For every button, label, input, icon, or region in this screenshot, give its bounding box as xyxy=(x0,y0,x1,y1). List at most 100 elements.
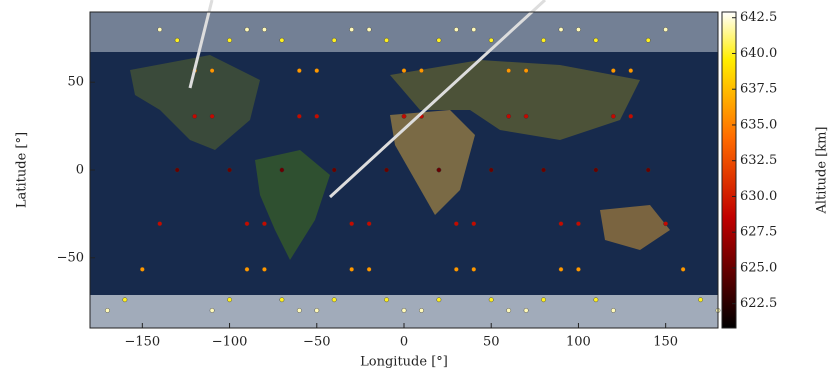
track-point xyxy=(140,267,144,271)
track-point xyxy=(419,68,423,72)
track-point xyxy=(576,27,580,31)
track-point xyxy=(506,114,510,118)
track-point xyxy=(210,68,214,72)
track-point xyxy=(489,168,493,172)
colorbar-tick-label: 635.0 xyxy=(740,117,777,132)
track-point xyxy=(280,38,284,42)
track-point xyxy=(524,68,528,72)
track-point xyxy=(123,298,127,302)
track-point xyxy=(332,298,336,302)
track-point xyxy=(297,308,301,312)
track-point xyxy=(402,68,406,72)
track-point xyxy=(559,27,563,31)
y-tick-label: 50 xyxy=(67,75,84,90)
y-axis-label: Latitude [°] xyxy=(15,132,30,208)
x-tick-label: −50 xyxy=(303,335,330,350)
y-tick-label: −50 xyxy=(57,250,84,265)
track-point xyxy=(262,27,266,31)
track-point xyxy=(332,168,336,172)
colorbar-label: Altitude [km] xyxy=(815,126,830,214)
track-point xyxy=(472,27,476,31)
track-point xyxy=(646,168,650,172)
colorbar-tick-label: 632.5 xyxy=(740,153,777,168)
y-tick-label: 0 xyxy=(76,163,84,178)
track-point xyxy=(315,308,319,312)
chart: Longitude [°] Latitude [°] Altitude [km]… xyxy=(0,0,837,376)
track-point xyxy=(367,267,371,271)
colorbar xyxy=(722,12,736,328)
colorbar-tick-label: 625.0 xyxy=(740,260,777,275)
track-point xyxy=(349,267,353,271)
track-point xyxy=(472,267,476,271)
track-point xyxy=(402,114,406,118)
background-map xyxy=(90,12,718,328)
track-point xyxy=(227,298,231,302)
track-point xyxy=(559,267,563,271)
track-point xyxy=(192,114,196,118)
track-point xyxy=(175,38,179,42)
colorbar-tick-label: 642.5 xyxy=(740,10,777,25)
track-point xyxy=(559,222,563,226)
track-point xyxy=(576,267,580,271)
track-point xyxy=(524,114,528,118)
colorbar-tick-label: 637.5 xyxy=(740,82,777,97)
track-point xyxy=(594,38,598,42)
colorbar-tick-label: 630.0 xyxy=(740,189,777,204)
track-point xyxy=(419,308,423,312)
colorbar-tick-label: 640.0 xyxy=(740,46,777,61)
track-point xyxy=(262,222,266,226)
track-point xyxy=(402,308,406,312)
track-point xyxy=(367,222,371,226)
track-point xyxy=(227,38,231,42)
track-point xyxy=(611,114,615,118)
track-point xyxy=(349,222,353,226)
track-point xyxy=(315,114,319,118)
track-point xyxy=(611,308,615,312)
track-point xyxy=(105,308,109,312)
x-axis-label: Longitude [°] xyxy=(360,355,448,370)
track-point xyxy=(629,114,633,118)
track-point xyxy=(454,222,458,226)
track-point xyxy=(297,68,301,72)
track-point xyxy=(646,38,650,42)
track-point xyxy=(437,298,441,302)
track-point xyxy=(297,114,301,118)
track-point xyxy=(541,168,545,172)
track-point xyxy=(245,222,249,226)
x-tick-label: 50 xyxy=(483,335,500,350)
x-tick-label: 150 xyxy=(653,335,678,350)
track-point xyxy=(384,298,388,302)
colorbar-tick-label: 627.5 xyxy=(740,225,777,240)
track-point xyxy=(315,68,319,72)
x-tick-label: −150 xyxy=(124,335,160,350)
track-point xyxy=(524,308,528,312)
track-point xyxy=(594,168,598,172)
track-point xyxy=(663,222,667,226)
track-point xyxy=(541,38,545,42)
track-point xyxy=(349,27,353,31)
x-tick-label: 0 xyxy=(400,335,408,350)
track-point xyxy=(681,267,685,271)
track-point xyxy=(506,68,510,72)
track-point xyxy=(262,267,266,271)
track-point xyxy=(384,168,388,172)
track-point xyxy=(158,222,162,226)
track-point xyxy=(210,308,214,312)
track-point xyxy=(245,27,249,31)
track-point xyxy=(280,168,284,172)
track-point xyxy=(489,38,493,42)
track-point xyxy=(245,267,249,271)
track-point xyxy=(629,68,633,72)
track-point xyxy=(175,168,179,172)
track-point xyxy=(437,38,441,42)
track-point xyxy=(437,168,441,172)
track-point xyxy=(611,68,615,72)
track-point xyxy=(367,27,371,31)
track-point xyxy=(576,222,580,226)
track-point xyxy=(698,298,702,302)
track-point xyxy=(594,298,598,302)
track-point xyxy=(472,222,476,226)
track-point xyxy=(663,27,667,31)
track-point xyxy=(506,308,510,312)
track-point xyxy=(384,38,388,42)
